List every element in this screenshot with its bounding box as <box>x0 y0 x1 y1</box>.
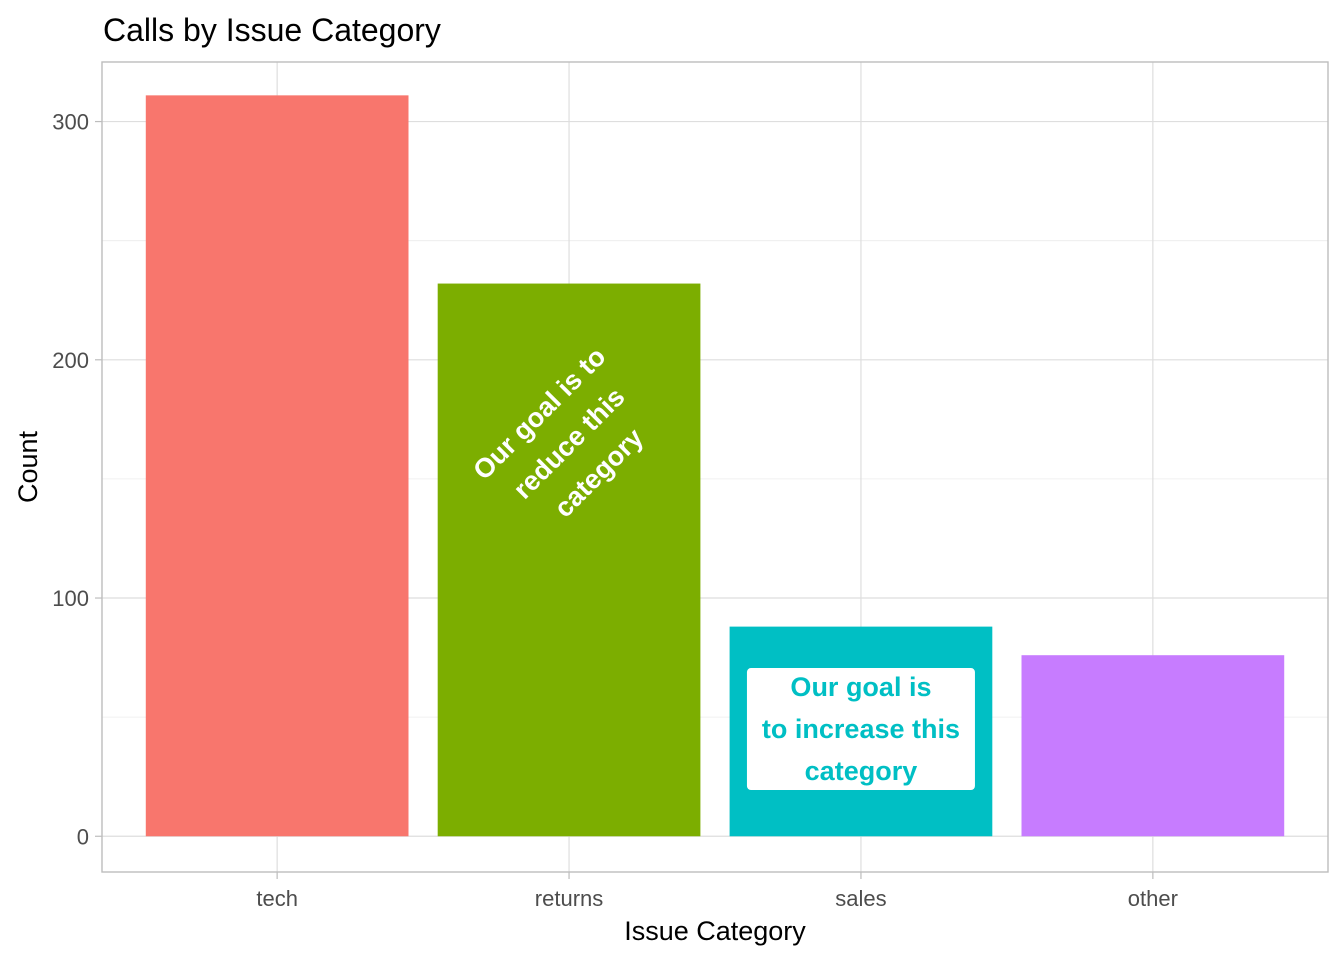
annotation-sales: Our goal is to increase this category <box>746 668 975 791</box>
y-tick-label: 200 <box>52 348 89 373</box>
annotation-box <box>746 668 975 791</box>
axes: 0 100 200 300 tech returns sales other <box>52 110 1178 911</box>
bar-other <box>1021 655 1285 837</box>
annotation-line: to increase this <box>762 714 960 744</box>
x-tick-label-tech: tech <box>256 886 298 911</box>
y-tick-label: 0 <box>77 824 89 849</box>
chart-title: Calls by Issue Category <box>103 12 441 48</box>
x-tick-label-returns: returns <box>535 886 603 911</box>
annotation-line: category <box>805 756 918 786</box>
bars <box>145 95 1285 837</box>
panel-border <box>101 61 1329 873</box>
x-tick-label-sales: sales <box>835 886 886 911</box>
bar-tech <box>145 95 409 837</box>
x-tick-label-other: other <box>1128 886 1178 911</box>
y-axis-title: Count <box>13 430 43 503</box>
y-tick-label: 300 <box>52 110 89 135</box>
y-tick-label: 100 <box>52 586 89 611</box>
bar-returns <box>437 283 701 837</box>
x-axis-title: Issue Category <box>624 916 806 946</box>
annotation-line: Our goal is <box>790 672 931 702</box>
